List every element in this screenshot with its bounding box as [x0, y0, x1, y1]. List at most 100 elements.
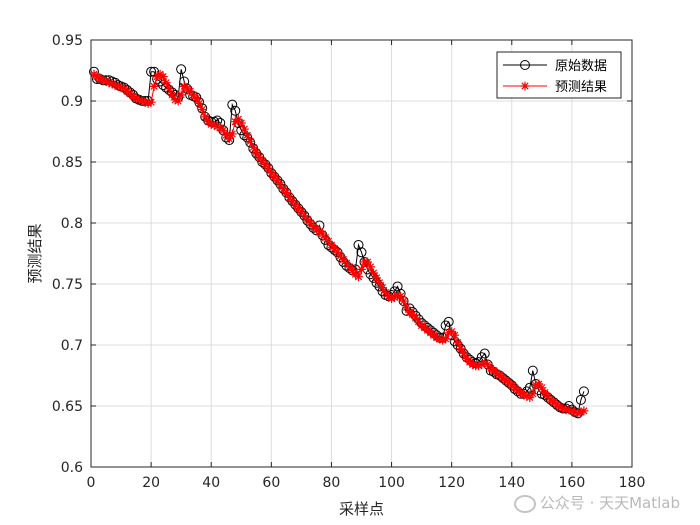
data-point	[333, 247, 342, 257]
data-point	[345, 262, 354, 272]
y-tick-label: 0.7	[61, 338, 83, 354]
data-point	[191, 94, 201, 104]
data-point	[372, 273, 381, 283]
data-point	[320, 233, 330, 243]
data-point	[104, 78, 114, 88]
data-point	[224, 134, 234, 144]
wechat-icon	[513, 494, 536, 513]
data-point	[206, 119, 216, 129]
data-point	[101, 77, 111, 86]
data-point	[528, 389, 538, 399]
data-point	[537, 383, 547, 393]
data-point	[444, 328, 454, 338]
data-point	[567, 406, 577, 416]
data-point	[236, 118, 246, 128]
data-point	[522, 391, 532, 401]
data-point	[266, 168, 276, 178]
series-layer	[89, 64, 589, 419]
data-point	[113, 81, 123, 91]
data-point	[110, 80, 120, 90]
data-point	[443, 316, 454, 327]
x-tick-label: 180	[619, 475, 646, 491]
data-point	[146, 66, 157, 77]
data-point	[381, 288, 390, 297]
data-point	[519, 390, 529, 400]
data-point	[323, 236, 333, 246]
data-point	[176, 64, 187, 75]
data-point	[233, 114, 243, 124]
data-point	[167, 90, 177, 100]
data-point	[573, 408, 583, 418]
legend-label: 预测结果	[555, 80, 607, 95]
watermark-text: 公众号 · 天天Matlab	[539, 494, 680, 512]
legend-star-marker	[520, 81, 530, 91]
data-point	[239, 124, 249, 134]
data-point	[302, 214, 312, 224]
data-point	[98, 75, 108, 85]
data-point	[143, 98, 153, 108]
data-point	[369, 268, 378, 278]
data-point	[480, 358, 490, 368]
data-point	[366, 262, 375, 272]
x-axis-label: 采样点	[339, 500, 384, 518]
data-point	[197, 105, 207, 114]
data-point	[558, 403, 568, 413]
y-tick-label: 0.95	[52, 33, 83, 49]
data-point	[200, 112, 210, 122]
x-tick-label: 60	[262, 475, 280, 491]
data-point	[534, 379, 544, 389]
data-point	[146, 97, 156, 107]
data-point	[209, 120, 219, 130]
data-point	[251, 147, 261, 157]
legend-entry: 原始数据	[503, 59, 607, 74]
data-point	[245, 136, 255, 146]
x-tick-label: 160	[559, 475, 586, 491]
data-point	[356, 247, 367, 258]
data-point	[396, 291, 406, 301]
legend-entry: 预测结果	[503, 80, 607, 95]
data-point	[564, 405, 574, 415]
data-point	[459, 349, 469, 358]
data-point	[477, 360, 487, 369]
data-point	[402, 302, 412, 312]
data-point	[140, 97, 150, 107]
y-axis-label: 预测结果	[26, 223, 44, 283]
y-tick-label: 0.75	[52, 277, 83, 293]
data-point	[158, 72, 168, 82]
data-point	[170, 95, 180, 105]
y-tick-label: 0.8	[61, 216, 83, 232]
data-point	[353, 239, 364, 250]
data-point	[254, 152, 264, 162]
data-point	[278, 184, 288, 194]
data-point	[149, 81, 159, 91]
data-point	[447, 327, 457, 337]
data-point	[305, 218, 315, 228]
y-tick-label: 0.6	[61, 460, 83, 476]
data-point	[575, 394, 586, 405]
data-point	[348, 266, 357, 276]
data-point	[432, 333, 442, 343]
data-point	[299, 211, 309, 221]
data-point	[527, 365, 538, 376]
watermark: 公众号 · 天天Matlab	[513, 492, 680, 513]
data-point	[414, 317, 424, 327]
data-point	[212, 122, 222, 132]
x-tick-label: 100	[378, 475, 405, 491]
data-point	[176, 90, 186, 100]
data-point	[450, 330, 460, 340]
data-point	[287, 196, 297, 206]
data-point	[227, 99, 238, 110]
legend-circle-marker	[520, 60, 530, 70]
data-point	[578, 386, 589, 397]
data-point	[525, 393, 535, 402]
data-point	[570, 407, 580, 417]
data-point	[474, 361, 484, 371]
data-point	[134, 95, 144, 105]
axes-box	[90, 39, 633, 468]
data-point	[462, 353, 472, 363]
data-point	[435, 334, 445, 344]
data-point	[242, 130, 252, 140]
data-point	[543, 391, 553, 401]
data-point	[107, 79, 117, 89]
